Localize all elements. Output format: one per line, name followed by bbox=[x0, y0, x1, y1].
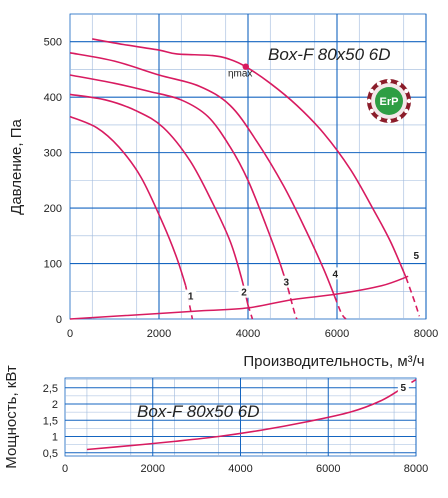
fan-curve-2 bbox=[69, 93, 249, 306]
erp-badge-text: ErP bbox=[380, 96, 399, 108]
erp-badge-gear-tooth bbox=[396, 81, 402, 86]
erp-badge-gear-tooth bbox=[396, 116, 402, 121]
fan-curve-4 bbox=[69, 52, 336, 298]
pressure-y-tick-label: 200 bbox=[44, 203, 62, 215]
pressure-y-tick-label: 100 bbox=[44, 259, 62, 271]
pressure-chart-title: Box-F 80x50 6D bbox=[268, 45, 391, 64]
erp-badge-gear-tooth bbox=[376, 116, 382, 121]
power-chart: 0 2000 4000 6000 8000 0,5 1 1,5 2 2,5 5 Box-F 80x50… bbox=[3, 365, 428, 475]
power-curve-5-label-bg bbox=[397, 381, 409, 393]
fan-curve-1-label: 1 bbox=[188, 292, 194, 303]
pressure-y-tick-label: 300 bbox=[44, 148, 62, 160]
fan-curve-3-dashed-tail bbox=[287, 288, 298, 320]
power-x-tick-label: 6000 bbox=[316, 463, 340, 475]
fan-curve-2-label-bg bbox=[238, 285, 250, 298]
erp-badge-gear-tooth bbox=[369, 108, 374, 114]
fan-curve-5 bbox=[92, 38, 407, 278]
erp-badge-gear-tooth bbox=[404, 88, 409, 94]
pressure-x-tick-label: 8000 bbox=[414, 328, 438, 340]
pressure-y-tick-label: 400 bbox=[44, 92, 62, 104]
pressure-x-axis-label: Производительность, м³/ч bbox=[243, 353, 424, 370]
fan-curve-4-dashed-tail bbox=[334, 296, 347, 320]
fan-curve-3-label-bg bbox=[280, 275, 292, 288]
pressure-x-tick-label: 4000 bbox=[236, 328, 260, 340]
power-y-tick-label: 2,5 bbox=[43, 383, 58, 395]
eta-max-label: ηmax bbox=[228, 69, 252, 80]
pressure-x-tick-label: 0 bbox=[67, 328, 73, 340]
power-y-tick-label: 0,5 bbox=[43, 448, 58, 460]
power-x-tick-label: 0 bbox=[62, 463, 68, 475]
power-x-tick-label: 8000 bbox=[404, 463, 428, 475]
erp-badge-gear-tooth bbox=[376, 81, 382, 86]
pressure-y-tick-label: 0 bbox=[56, 314, 62, 326]
pressure-y-tick-label: 500 bbox=[44, 37, 62, 49]
fan-curve-4-label-bg bbox=[329, 267, 341, 280]
fan-curve-5-label: 5 bbox=[413, 251, 419, 262]
fan-curve-1 bbox=[69, 115, 187, 286]
fan-curve-1-label-bg bbox=[185, 289, 197, 302]
fan-curve-3 bbox=[69, 74, 289, 289]
fan-curve-2-label: 2 bbox=[241, 288, 247, 299]
power-x-tick-label: 2000 bbox=[141, 463, 165, 475]
erp-badge-gear-tooth bbox=[404, 108, 409, 114]
fan-curve-3-label: 3 bbox=[284, 278, 290, 289]
power-x-tick-label: 4000 bbox=[228, 463, 252, 475]
fan-curve-4-label: 4 bbox=[332, 269, 338, 280]
pressure-chart: 0 2000 4000 6000 8000 0 100 200 300 400 500 1 2 3 4 5 ηm… bbox=[8, 13, 438, 370]
system-resistance-curve bbox=[69, 275, 409, 320]
power-y-tick-label: 2 bbox=[52, 399, 58, 411]
erp-badge-gear-tooth bbox=[366, 98, 372, 104]
power-y-tick-label: 1,5 bbox=[43, 415, 58, 427]
erp-badge-gear-tooth bbox=[386, 118, 392, 124]
power-curve-5 bbox=[86, 387, 404, 451]
erp-badge-gear-tooth bbox=[386, 78, 392, 84]
power-curve-5-label: 5 bbox=[401, 383, 407, 394]
fan-curve-5-label-bg bbox=[410, 249, 422, 262]
power-y-tick-label: 1 bbox=[52, 432, 58, 444]
fan-curve-2-dashed-tail bbox=[247, 304, 254, 320]
power-y-axis-label: Мощность, кВт bbox=[3, 365, 20, 469]
pressure-x-tick-label: 6000 bbox=[325, 328, 349, 340]
erp-badge-inner bbox=[375, 87, 403, 115]
power-chart-title: Box-F 80x50 6D bbox=[137, 402, 260, 421]
pressure-x-tick-label: 2000 bbox=[147, 328, 171, 340]
erp-badge-gear-tooth bbox=[369, 88, 374, 94]
fan-curve-1-dashed-tail bbox=[184, 285, 194, 320]
erp-badge-gear-tooth bbox=[406, 98, 412, 104]
eta-max-marker bbox=[242, 63, 249, 70]
pressure-y-axis-label: Давление, Па bbox=[8, 119, 25, 215]
